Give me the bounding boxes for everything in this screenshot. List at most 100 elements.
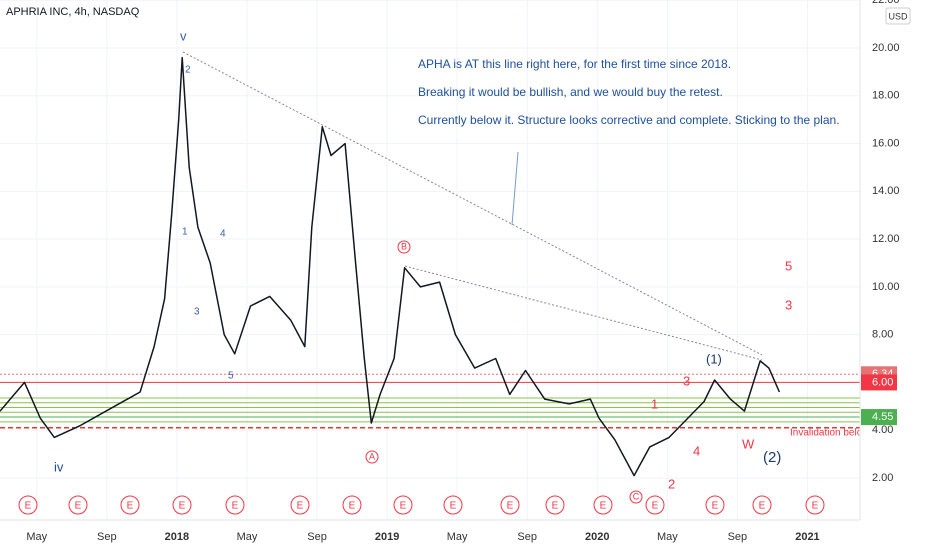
earnings-marker [645, 495, 665, 515]
wave-label: B [401, 241, 407, 251]
wave-circle [365, 450, 379, 464]
level-label: 6.00 [872, 376, 893, 388]
level-label: 4.55 [872, 411, 893, 423]
x-tick-label: Sep [97, 531, 117, 543]
wave-label: 5 [785, 258, 792, 273]
x-tick-label: 2019 [375, 531, 399, 543]
x-tick-label: 2021 [795, 531, 819, 543]
wave-label: (1) [706, 351, 722, 366]
earnings-label: E [450, 501, 457, 512]
price-line [0, 56, 781, 477]
note: Currently below it. Structure looks corr… [418, 113, 840, 127]
earnings-marker [225, 495, 245, 515]
level-tag [861, 409, 897, 426]
invalidation-label: Invalidation below [790, 428, 870, 439]
x-tick-label: 2020 [585, 531, 609, 543]
wave-label: 2 [668, 476, 675, 491]
earnings-label: E [552, 501, 559, 512]
x-tick-label: May [657, 531, 678, 543]
earnings-label: E [600, 501, 607, 512]
earnings-marker [805, 495, 825, 515]
wave-label: C [633, 491, 640, 501]
grid [0, 0, 860, 520]
wave-circle [397, 240, 411, 254]
x-tick-label: May [447, 531, 468, 543]
earnings-marker [18, 495, 38, 515]
earnings-marker [705, 495, 725, 515]
wave-label: 1 [182, 227, 188, 238]
wave-label: 4 [693, 443, 700, 458]
notes: APHA is AT this line right here, for the… [54, 28, 870, 504]
currency-box [885, 7, 911, 25]
earnings-marker [393, 495, 413, 515]
y-tick-label: 4.00 [872, 424, 893, 436]
wave-label: A [369, 451, 375, 461]
wave-circle [629, 490, 643, 504]
wave-label: 4 [220, 229, 226, 240]
wave-label: iv [54, 459, 64, 474]
wave-label: 3 [194, 307, 200, 318]
currency: USD [888, 11, 908, 21]
earnings-marker [443, 495, 463, 515]
wave-label: 2 [185, 65, 191, 76]
earnings-marker [68, 495, 88, 515]
earnings-label: E [507, 501, 514, 512]
y-tick-label: 2.00 [872, 472, 893, 484]
earnings-marker [172, 495, 192, 515]
y-tick-label: 20.00 [872, 42, 900, 54]
y-tick-label: 8.00 [872, 329, 893, 341]
levels [0, 373, 860, 429]
x-tick-label: May [26, 531, 47, 543]
y-tick-label: 18.00 [872, 90, 900, 102]
y-tick-label: 14.00 [872, 185, 900, 197]
wave-label: 3 [683, 373, 690, 388]
wave-label: 3 [785, 297, 792, 312]
axes: 2.00 4.00 6.00 8.00 10.00 12.00 14.00 16.00 18.0… [26, 0, 899, 543]
earnings-label: E [349, 501, 356, 512]
earnings-marker [290, 495, 310, 515]
earnings-marker [120, 495, 140, 515]
note: APHA is AT this line right here, for the… [418, 57, 731, 71]
trendline [182, 51, 763, 356]
earnings-label: E [652, 501, 659, 512]
earnings-marker [545, 495, 565, 515]
x-tick-label: Sep [517, 531, 537, 543]
x-tick-label: Sep [307, 531, 327, 543]
earnings-label: E [812, 501, 819, 512]
note: Breaking it would be bullish, and we wou… [418, 85, 723, 99]
earnings-label: E [25, 501, 32, 512]
title: APHRIA INC, 4h, NASDAQ [6, 6, 140, 18]
earnings-label: E [400, 501, 407, 512]
y-tick-label: 22.00 [872, 0, 900, 6]
earnings-label: E [759, 501, 766, 512]
x-tick-label: Sep [728, 531, 748, 543]
wave-label: 1 [651, 396, 658, 411]
arrow [511, 151, 519, 226]
earnings-marker [593, 495, 613, 515]
wave-label: v [180, 28, 187, 43]
earnings-label: E [75, 501, 82, 512]
trendline [404, 265, 763, 361]
earnings-label: E [712, 501, 719, 512]
earnings-marker [500, 495, 520, 515]
y-tick-label: 12.00 [872, 233, 900, 245]
earnings-marker [342, 495, 362, 515]
wave-label: 5 [228, 371, 234, 382]
wave-label: W [742, 436, 755, 451]
level-tag [861, 374, 897, 391]
wave-label: (2) [763, 449, 781, 466]
plot [0, 56, 781, 477]
earnings-label: E [179, 501, 186, 512]
x-tick-label: 2018 [165, 531, 189, 543]
y-tick-label: 10.00 [872, 281, 900, 293]
price-axis [860, 0, 932, 550]
earnings-marker [752, 495, 772, 515]
earnings-label: E [297, 501, 304, 512]
x-tick-label: May [237, 531, 258, 543]
y-tick-label: 16.00 [872, 137, 900, 149]
earnings-label: E [232, 501, 239, 512]
earnings-label: E [127, 501, 134, 512]
